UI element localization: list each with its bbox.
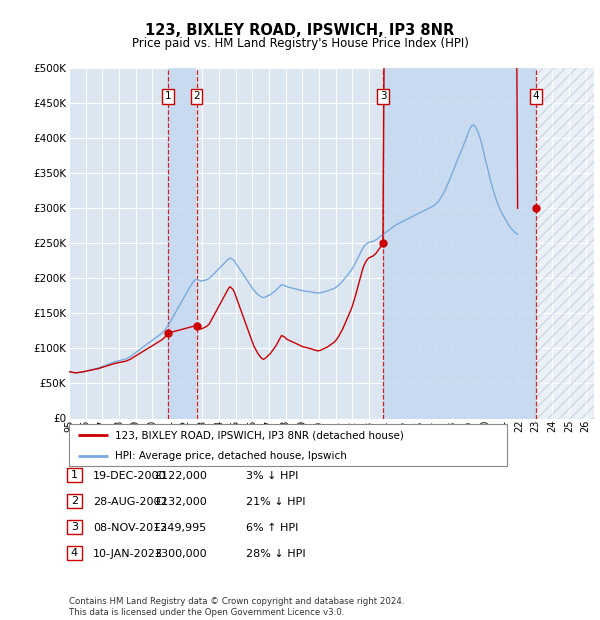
Text: £122,000: £122,000 — [154, 471, 207, 481]
Text: £249,995: £249,995 — [154, 523, 207, 533]
Text: HPI: Average price, detached house, Ipswich: HPI: Average price, detached house, Ipsw… — [115, 451, 347, 461]
Text: 1: 1 — [165, 91, 172, 101]
Text: 08-NOV-2013: 08-NOV-2013 — [93, 523, 167, 533]
Text: 6% ↑ HPI: 6% ↑ HPI — [246, 523, 298, 533]
Text: Contains HM Land Registry data © Crown copyright and database right 2024.
This d: Contains HM Land Registry data © Crown c… — [69, 598, 404, 617]
Text: 4: 4 — [71, 548, 78, 558]
Text: 1: 1 — [71, 470, 78, 480]
Text: 123, BIXLEY ROAD, IPSWICH, IP3 8NR (detached house): 123, BIXLEY ROAD, IPSWICH, IP3 8NR (deta… — [115, 430, 404, 440]
Bar — [168, 68, 196, 418]
Text: 10-JAN-2023: 10-JAN-2023 — [93, 549, 163, 559]
Text: 19-DEC-2000: 19-DEC-2000 — [93, 471, 167, 481]
Text: 2: 2 — [71, 496, 78, 506]
Text: 3% ↓ HPI: 3% ↓ HPI — [246, 471, 298, 481]
Text: 28-AUG-2002: 28-AUG-2002 — [93, 497, 167, 507]
Bar — [383, 68, 536, 418]
Bar — [536, 68, 594, 418]
Text: 4: 4 — [533, 91, 539, 101]
FancyBboxPatch shape — [67, 494, 82, 508]
Text: 28% ↓ HPI: 28% ↓ HPI — [246, 549, 305, 559]
FancyBboxPatch shape — [67, 520, 82, 534]
Text: 3: 3 — [380, 91, 386, 101]
Text: 3: 3 — [71, 522, 78, 532]
Text: Price paid vs. HM Land Registry's House Price Index (HPI): Price paid vs. HM Land Registry's House … — [131, 37, 469, 50]
Text: £300,000: £300,000 — [154, 549, 207, 559]
FancyBboxPatch shape — [67, 546, 82, 560]
FancyBboxPatch shape — [67, 467, 82, 482]
Text: 2: 2 — [193, 91, 200, 101]
Text: 21% ↓ HPI: 21% ↓ HPI — [246, 497, 305, 507]
Text: £132,000: £132,000 — [154, 497, 207, 507]
Text: 123, BIXLEY ROAD, IPSWICH, IP3 8NR: 123, BIXLEY ROAD, IPSWICH, IP3 8NR — [145, 23, 455, 38]
FancyBboxPatch shape — [69, 424, 507, 466]
